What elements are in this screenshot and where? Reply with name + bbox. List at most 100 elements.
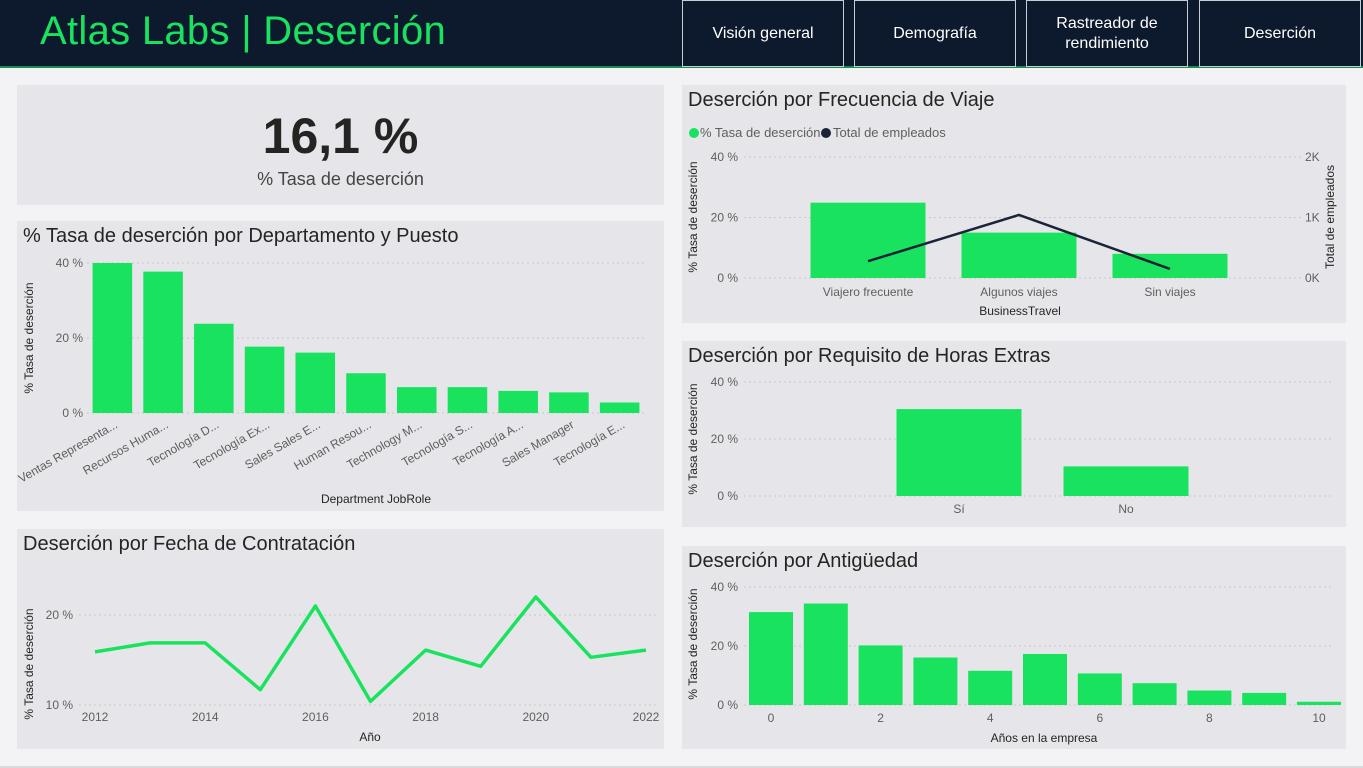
- overtime-chart: 0 % 20 % 40 % Sí No % Tasa de deserción: [686, 375, 1332, 516]
- overtime-chart-title: Deserción por Requisito de Horas Extras: [688, 345, 1051, 367]
- x-tick-label: 8: [1206, 711, 1213, 725]
- bar: [498, 390, 538, 413]
- y2-tick-label: 2K: [1305, 150, 1320, 164]
- x-tick-label: Sin viajes: [1144, 285, 1195, 299]
- x-axis-title: Años en la empresa: [991, 731, 1098, 745]
- y-tick-label: 20 %: [56, 331, 84, 345]
- nav-rastreador-button[interactable]: Rastreador de rendimiento: [1026, 0, 1188, 67]
- bar: [549, 392, 589, 413]
- x-tick-label: 2022: [633, 710, 660, 724]
- bar: [194, 323, 234, 413]
- y-tick-label: 40 %: [711, 150, 739, 164]
- bar: [295, 352, 336, 413]
- bar: [1242, 692, 1287, 705]
- bar: [858, 645, 903, 705]
- y-axis-title: % Tasa de deserción: [22, 282, 36, 393]
- y-tick-label: 0 %: [717, 271, 738, 285]
- bar: [749, 612, 793, 705]
- bar: [346, 373, 386, 413]
- legend-label-attrition: % Tasa de deserción: [700, 125, 820, 140]
- attrition-line: [94, 595, 647, 704]
- y-tick-label: 0 %: [717, 489, 738, 503]
- employees-line: [867, 213, 1171, 271]
- bar: [803, 603, 848, 705]
- y-tick-label: 20 %: [46, 608, 74, 622]
- x-axis-title: Department JobRole: [321, 492, 431, 506]
- y-axis-title: % Tasa de deserción: [686, 161, 700, 272]
- y-tick-label: 40 %: [711, 375, 739, 389]
- x-tick-label: 6: [1096, 711, 1103, 725]
- overtime-chart-card: Deserción por Requisito de Horas Extras …: [682, 341, 1346, 527]
- y-tick-label: 20 %: [711, 211, 739, 225]
- x-tick-label: 4: [987, 711, 994, 725]
- bar: [1023, 653, 1067, 705]
- hire-date-chart-title: Deserción por Fecha de Contratación: [23, 533, 356, 555]
- x-tick-label: 0: [768, 711, 775, 725]
- y-tick-label: 40 %: [56, 256, 84, 270]
- bar: [810, 202, 926, 278]
- department-chart: 0 %20 %40 %Ventas Representa...Recursos …: [16, 256, 645, 506]
- hire-date-chart: 10 % 20 % 2012 2014 2016 2018 2020 2022 Año % Tas…: [22, 595, 660, 744]
- legend-marker-employees: [821, 128, 831, 138]
- x-tick-label: 2014: [192, 710, 219, 724]
- nav-demografia-button[interactable]: Demografía: [854, 0, 1016, 67]
- tenure-chart: 0 % 20 % 40 % 0 2 4 6 8 10 Años en la empresa % Ta…: [686, 580, 1341, 745]
- department-chart-title: % Tasa de deserción por Departamento y P…: [23, 225, 459, 247]
- y-tick-label: 40 %: [711, 580, 739, 594]
- kpi-value: 16,1 %: [262, 108, 419, 164]
- x-axis-title: BusinessTravel: [979, 304, 1061, 318]
- travel-chart: 0 % 20 % 40 % 0K 1K 2K % Tasa de deserción Tota…: [686, 125, 1337, 318]
- y-tick-label: 20 %: [711, 639, 739, 653]
- travel-chart-card: Deserción por Frecuencia de Viaje 0 % 20 …: [682, 85, 1346, 323]
- bar: [1063, 466, 1189, 496]
- legend-label-employees: Total de empleados: [833, 125, 946, 140]
- x-tick-label: Recursos Huma...: [80, 417, 170, 477]
- bottom-bar: [0, 766, 1363, 768]
- bar: [896, 409, 1022, 496]
- bar: [143, 271, 183, 413]
- y2-tick-label: 0K: [1305, 271, 1320, 285]
- x-tick-label: No: [1118, 502, 1134, 516]
- tenure-chart-card: Deserción por Antigüedad 0 % 20 % 40 % 0 2 4 6…: [682, 546, 1346, 749]
- app-title: Atlas Labs | Deserción: [40, 9, 447, 53]
- y-axis-title: % Tasa de deserción: [22, 608, 36, 719]
- y-axis-title: % Tasa de deserción: [686, 588, 700, 699]
- x-tick-label: 2020: [522, 710, 549, 724]
- bar: [1077, 673, 1122, 705]
- x-tick-label: Sí: [953, 502, 965, 516]
- x-tick-label: 2018: [412, 710, 439, 724]
- department-chart-card: % Tasa de deserción por Departamento y P…: [16, 221, 664, 511]
- bar: [447, 387, 488, 413]
- x-tick-label: 2016: [302, 710, 329, 724]
- bar: [599, 402, 640, 413]
- kpi-card: 16,1 % % Tasa de deserción: [17, 85, 664, 205]
- x-tick-label: 2: [877, 711, 884, 725]
- x-axis-title: Año: [359, 730, 381, 744]
- x-tick-label: 2012: [82, 710, 109, 724]
- travel-chart-title: Deserción por Frecuencia de Viaje: [688, 89, 995, 111]
- bar: [961, 232, 1077, 278]
- tenure-chart-title: Deserción por Antigüedad: [688, 550, 919, 572]
- legend-marker-attrition: [689, 128, 699, 138]
- bar: [968, 670, 1013, 705]
- kpi-label: % Tasa de deserción: [257, 169, 424, 189]
- y-tick-label: 0 %: [62, 406, 83, 420]
- hire-date-chart-card: Deserción por Fecha de Contratación 10 %…: [17, 529, 664, 749]
- y2-tick-label: 1K: [1305, 211, 1320, 225]
- bar: [1112, 253, 1228, 278]
- nav-desercion-button[interactable]: Deserción: [1199, 0, 1361, 67]
- y-axis-title: % Tasa de deserción: [686, 383, 700, 494]
- header-bar: Atlas Labs | Deserción Visión general De…: [0, 0, 1363, 68]
- x-tick-label: Viajero frecuente: [823, 285, 914, 299]
- bar: [396, 387, 437, 413]
- bar: [1132, 683, 1177, 705]
- bar: [92, 263, 133, 413]
- nav-vision-general-button[interactable]: Visión general: [682, 0, 844, 67]
- bar: [244, 346, 285, 413]
- y-tick-label: 10 %: [46, 698, 74, 712]
- y-tick-label: 0 %: [717, 698, 738, 712]
- bar: [913, 657, 958, 705]
- y2-axis-title: Total de empleados: [1323, 165, 1337, 269]
- x-tick-label: Algunos viajes: [980, 285, 1057, 299]
- y-tick-label: 20 %: [711, 432, 739, 446]
